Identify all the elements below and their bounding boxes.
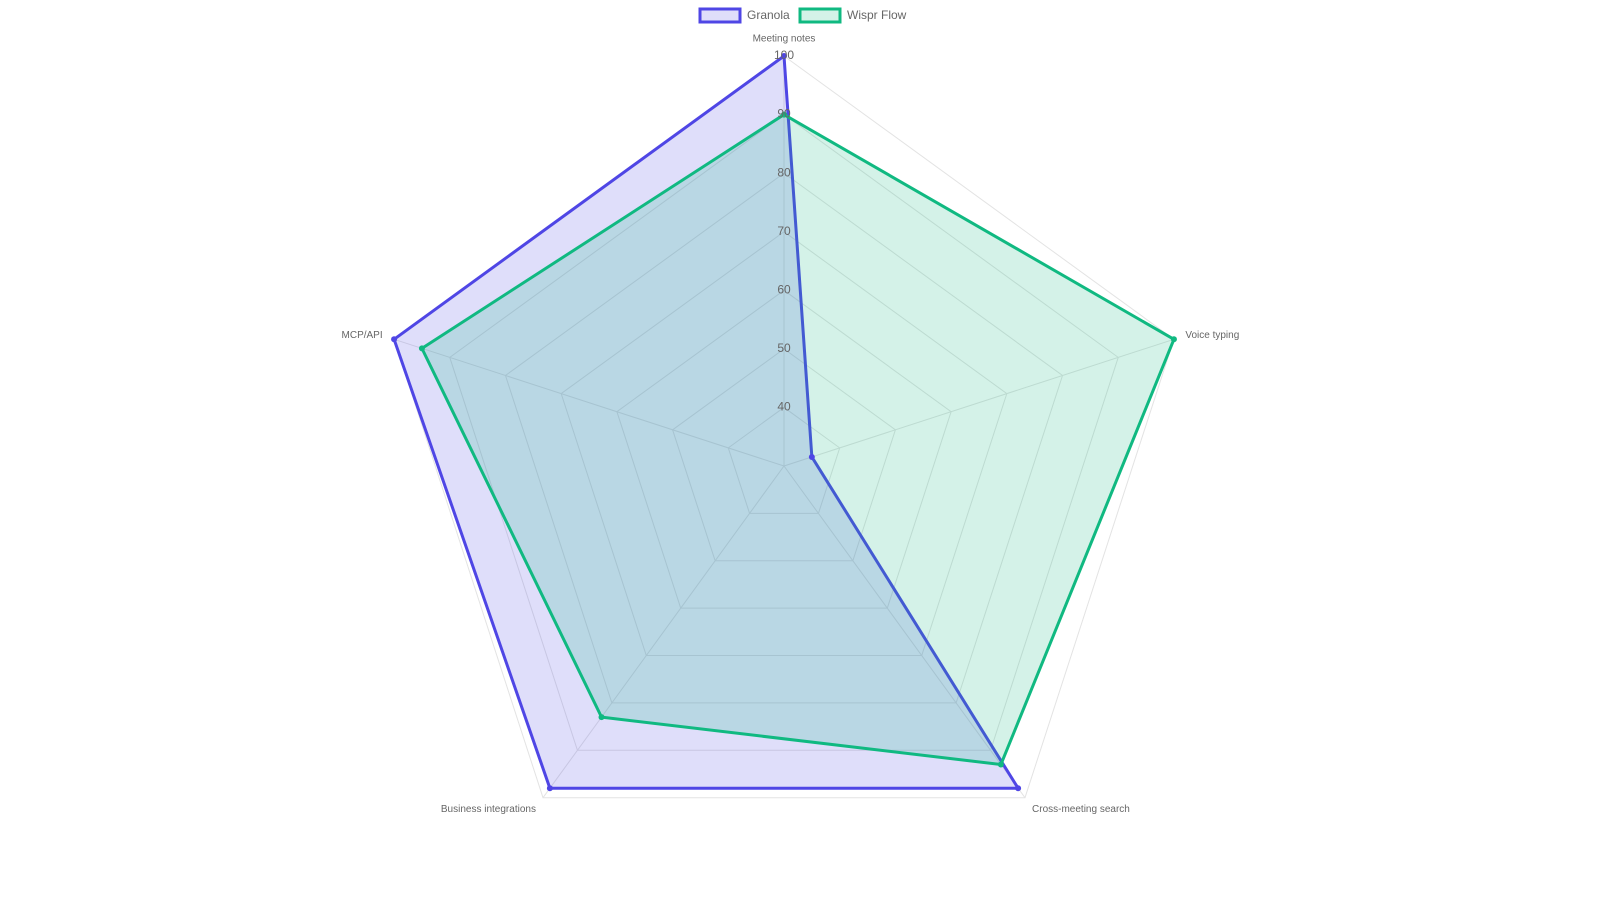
- data-point: [1170, 336, 1177, 343]
- legend-label: Wispr Flow: [847, 8, 907, 22]
- r-tick-label: 70: [777, 224, 791, 238]
- grid-ring: [616, 289, 952, 609]
- r-tick-label: 90: [777, 107, 791, 121]
- axis-label: Meeting notes: [753, 34, 816, 45]
- spoke: [783, 338, 1175, 467]
- axis-label: Voice typing: [1185, 330, 1239, 341]
- spoke: [783, 465, 1026, 798]
- data-point: [781, 111, 787, 118]
- data-point: [418, 345, 425, 352]
- r-tick-label: 100: [774, 48, 794, 62]
- legend-swatch: [798, 7, 842, 24]
- r-tick-label: 40: [777, 400, 791, 414]
- axis-label: Cross-meeting search: [1032, 804, 1130, 815]
- r-tick-label: 80: [777, 165, 791, 179]
- grid-ring: [449, 113, 1119, 751]
- spoke: [542, 465, 785, 798]
- legend-item[interactable]: Wispr Flow: [798, 7, 907, 24]
- axis-label: MCP/API: [342, 330, 383, 341]
- r-tick-label: 60: [777, 282, 791, 296]
- data-point: [808, 453, 815, 460]
- series-area: [392, 54, 1020, 790]
- data-point: [1015, 785, 1022, 792]
- axis-label: Business integrations: [441, 804, 536, 815]
- legend-label: Granola: [747, 8, 790, 22]
- data-point: [781, 53, 787, 59]
- legend-swatch: [698, 7, 742, 24]
- grid-ring: [560, 231, 1008, 657]
- grid-ring: [672, 348, 896, 562]
- data-point: [598, 714, 605, 721]
- grid-ring: [727, 406, 841, 514]
- legend-item[interactable]: Granola: [698, 7, 790, 24]
- spoke: [393, 338, 785, 467]
- data-point: [391, 336, 398, 343]
- data-point: [997, 761, 1004, 768]
- series-area: [420, 113, 1176, 767]
- data-point: [546, 785, 553, 792]
- r-tick-label: 50: [777, 341, 791, 355]
- grid-ring: [504, 172, 1064, 704]
